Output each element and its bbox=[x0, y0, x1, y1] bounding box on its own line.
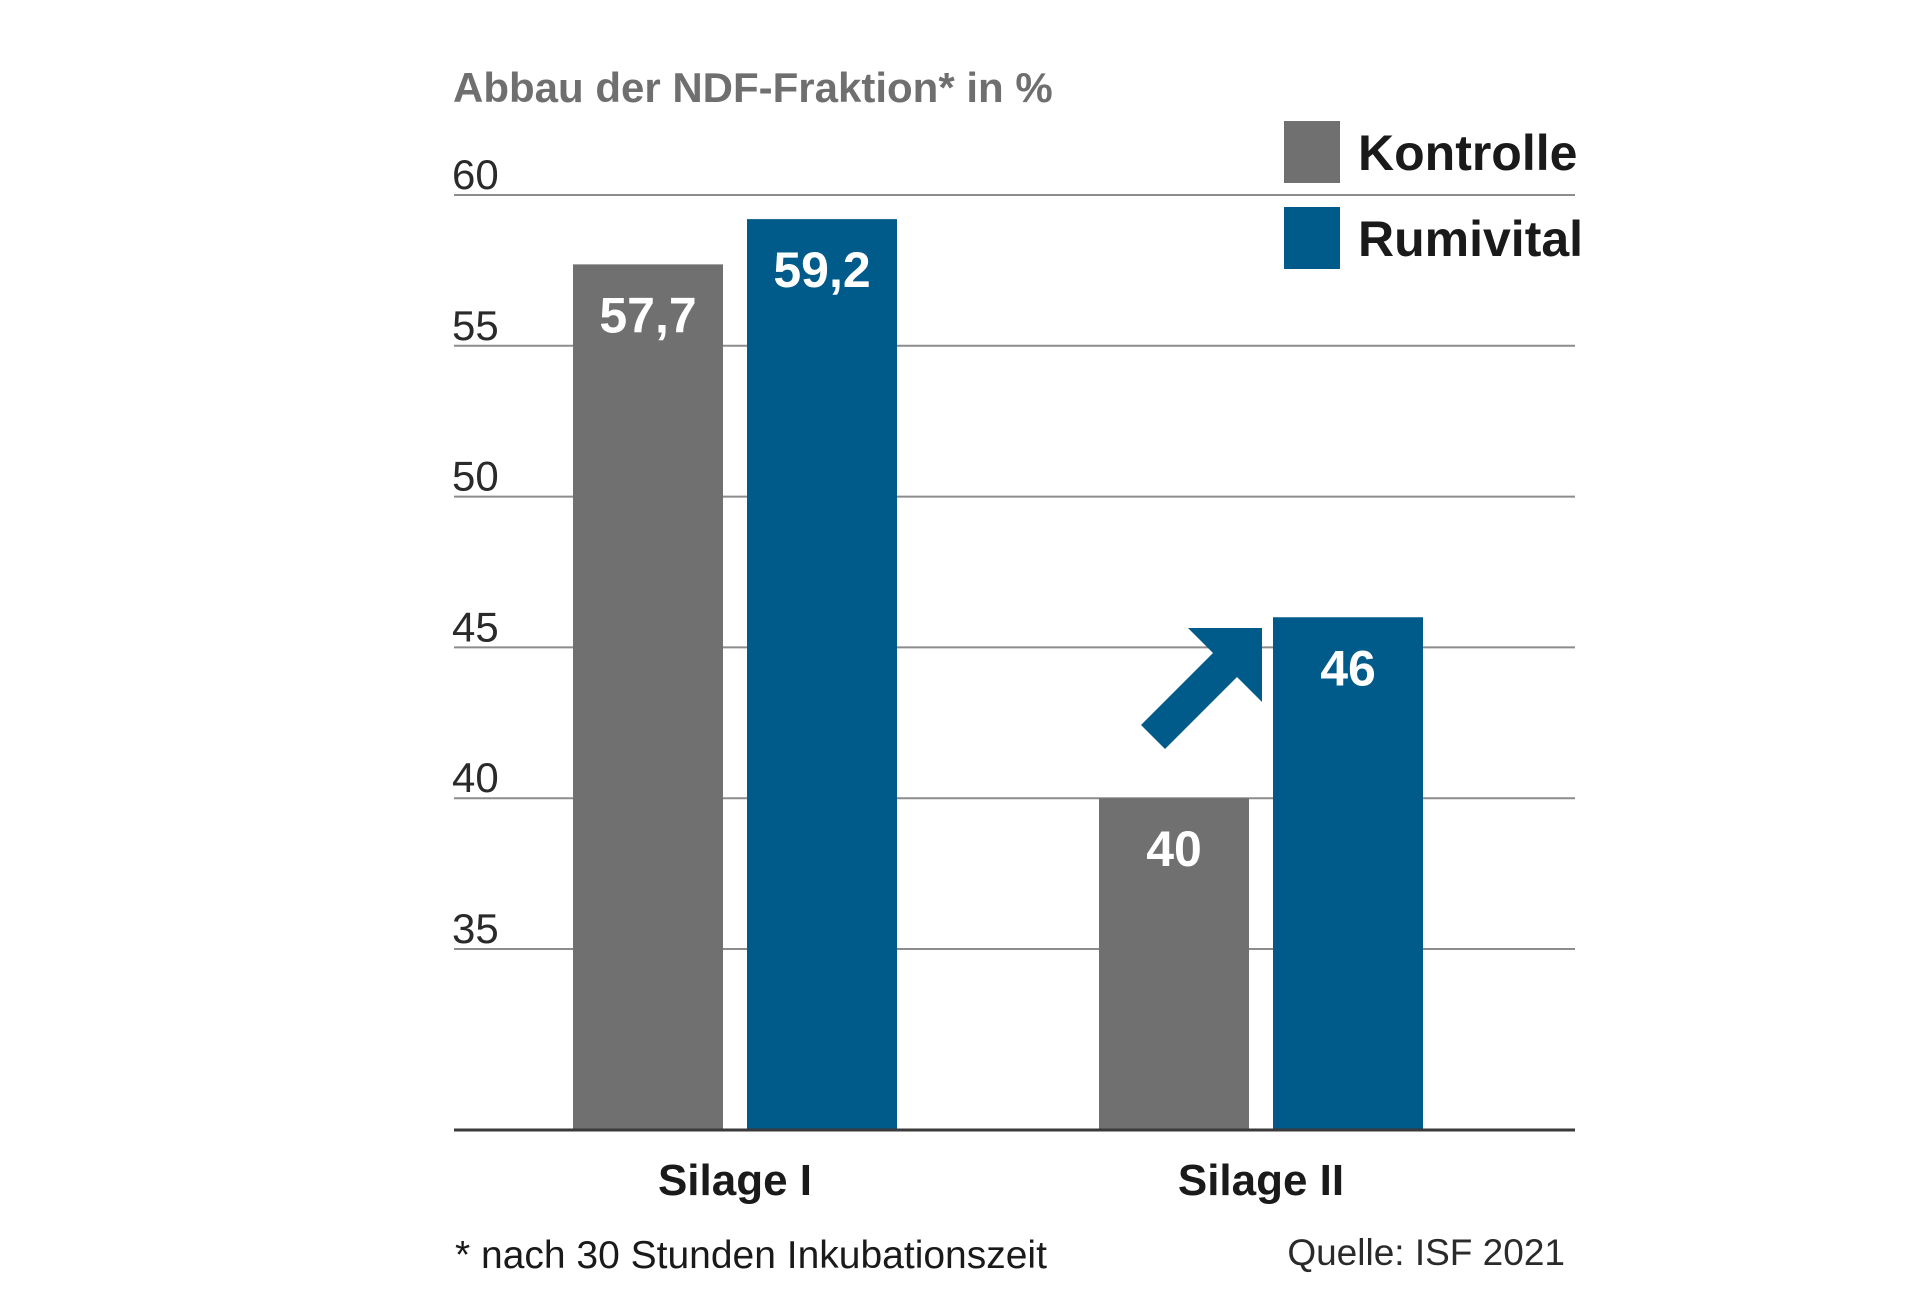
y-axis-ticks: 60 55 50 45 40 35 bbox=[452, 151, 499, 952]
bar-silage-ii-kontrolle bbox=[1099, 798, 1249, 1130]
value-label-silage-i-rumivital: 59,2 bbox=[773, 242, 870, 298]
legend: Kontrolle Rumivital bbox=[1284, 121, 1583, 269]
chart-title: Abbau der NDF-Fraktion* in % bbox=[453, 64, 1053, 111]
bar-silage-i-kontrolle bbox=[573, 264, 723, 1130]
bars bbox=[573, 219, 1423, 1130]
category-labels: Silage I Silage II bbox=[658, 1156, 1344, 1205]
legend-label-rumivital: Rumivital bbox=[1358, 211, 1583, 267]
legend-swatch-kontrolle bbox=[1284, 121, 1340, 183]
value-labels: 57,7 59,2 40 46 bbox=[599, 242, 1375, 877]
y-tick-label-35: 35 bbox=[452, 905, 499, 952]
source-note: Quelle: ISF 2021 bbox=[1287, 1232, 1565, 1273]
bar-silage-i-rumivital bbox=[747, 219, 897, 1130]
value-label-silage-i-kontrolle: 57,7 bbox=[599, 287, 696, 343]
y-tick-label-60: 60 bbox=[452, 151, 499, 198]
legend-label-kontrolle: Kontrolle bbox=[1358, 125, 1577, 181]
trend-up-arrow-icon bbox=[1141, 628, 1262, 749]
value-label-silage-ii-kontrolle: 40 bbox=[1146, 821, 1202, 877]
y-tick-label-45: 45 bbox=[452, 603, 499, 650]
category-label-silage-i: Silage I bbox=[658, 1156, 812, 1205]
y-tick-label-55: 55 bbox=[452, 302, 499, 349]
bar-silage-ii-rumivital bbox=[1273, 617, 1423, 1130]
value-label-silage-ii-rumivital: 46 bbox=[1320, 640, 1376, 696]
legend-swatch-rumivital bbox=[1284, 207, 1340, 269]
y-tick-label-40: 40 bbox=[452, 754, 499, 801]
footnote: * nach 30 Stunden Inkubationszeit bbox=[455, 1234, 1047, 1277]
y-tick-label-50: 50 bbox=[452, 453, 499, 500]
category-label-silage-ii: Silage II bbox=[1178, 1156, 1344, 1205]
